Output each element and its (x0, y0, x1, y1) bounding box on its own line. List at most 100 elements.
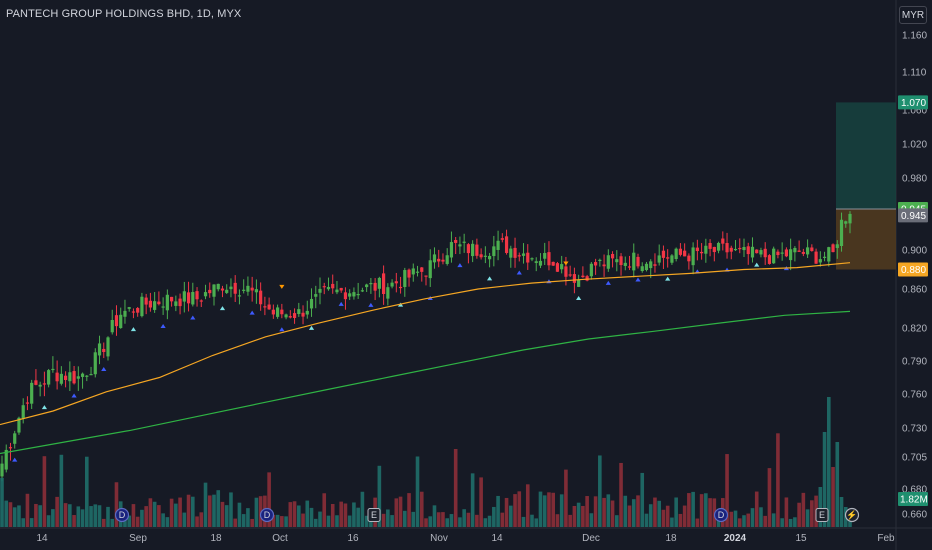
volume-bar (797, 502, 801, 527)
candle-body (678, 248, 682, 255)
candle-body (233, 282, 237, 294)
candle-body (161, 306, 165, 308)
volume-bar (432, 505, 437, 527)
volume-bar (305, 500, 310, 527)
candle-body (581, 275, 585, 278)
y-tick-label: 0.730 (902, 424, 927, 435)
candle-body (195, 291, 199, 300)
volume-bar (699, 494, 704, 527)
earnings-event-icon[interactable] (367, 508, 381, 522)
candle-body (644, 263, 649, 271)
volume-bar (598, 455, 602, 527)
volume-bar (704, 493, 708, 527)
volume-bar (258, 496, 263, 527)
volume-bar (140, 509, 144, 527)
candle-body (509, 248, 513, 258)
candle-body (335, 289, 339, 293)
candle-body (471, 243, 475, 257)
volume-bar (682, 505, 687, 527)
candle-body (479, 254, 483, 258)
volume-bar (754, 491, 759, 527)
volume-bar (356, 507, 360, 527)
volume-bar (174, 503, 178, 527)
candle-body (34, 380, 38, 385)
flash-event-icon[interactable] (844, 507, 860, 523)
candle-body (305, 310, 309, 315)
volume-bar (631, 499, 636, 527)
volume-bar (708, 498, 712, 527)
candle-body (632, 252, 636, 271)
candle-body (530, 258, 534, 260)
candle-body (208, 289, 212, 294)
currency-button[interactable]: MYR (899, 6, 927, 24)
candle-body (203, 292, 208, 297)
event-label: D (264, 510, 271, 520)
candle-body (691, 247, 695, 266)
candle-body (64, 375, 68, 380)
volume-bar (237, 502, 242, 527)
candle-body (199, 300, 203, 302)
candle-body (636, 256, 640, 267)
signal-up-marker (338, 301, 344, 306)
moving-average-slow (0, 310, 851, 455)
volume-bar (212, 494, 216, 527)
volume-bar (152, 501, 157, 527)
event-label: E (371, 510, 377, 520)
candle-body (72, 371, 76, 384)
candle-body (772, 248, 776, 264)
candle-body (521, 253, 526, 256)
candle-body (119, 314, 123, 328)
dividend-event-icon[interactable] (114, 507, 130, 523)
candle-body (538, 260, 543, 266)
candle-body (297, 309, 301, 314)
volume-bar (51, 509, 55, 527)
candle-body (165, 294, 169, 311)
volume-bar (199, 512, 204, 527)
candle-body (191, 292, 195, 305)
volume-bar (360, 491, 365, 527)
candle-body (47, 370, 51, 385)
candle-body (292, 313, 297, 318)
volume-bar (771, 513, 776, 527)
volume-bar (619, 462, 623, 527)
volume-bar (767, 468, 772, 527)
volume-bar (670, 517, 674, 527)
candle-body (157, 301, 161, 305)
candle-body (301, 312, 305, 317)
candle-body (695, 247, 699, 252)
event-label: D (119, 510, 126, 520)
volume-bar (326, 515, 331, 527)
candle-body (738, 247, 742, 250)
volume-bar (581, 505, 585, 527)
price-label-text: 1.070 (901, 98, 926, 109)
volume-bar (776, 433, 780, 527)
signal-up-marker (71, 393, 77, 398)
signal-up-marker (635, 277, 641, 282)
earnings-event-icon[interactable] (815, 508, 829, 522)
candle-body (42, 383, 46, 385)
volume-label-tag (898, 492, 928, 506)
signal-up-marker (12, 457, 18, 462)
dividend-event-icon[interactable] (713, 507, 729, 523)
candle-body (534, 261, 538, 263)
candle-body (458, 244, 462, 247)
volume-bar (29, 518, 34, 527)
candle-body (237, 295, 242, 297)
candle-body (220, 288, 225, 291)
candle-body (733, 248, 738, 251)
candle-body (394, 281, 398, 284)
x-tick-label: Dec (582, 533, 600, 544)
dividend-event-icon[interactable] (259, 507, 275, 523)
candle-body (326, 286, 331, 290)
volume-bar (462, 509, 466, 527)
y-tick-label: 0.980 (902, 174, 927, 185)
y-tick-label: 0.900 (902, 246, 927, 257)
candle-body (377, 277, 381, 289)
candle-body (606, 255, 610, 269)
candle-body (148, 300, 152, 308)
signal-up-marker (279, 327, 285, 332)
volume-bar (839, 497, 844, 527)
volume-bar (144, 506, 148, 527)
volume-bar (411, 511, 416, 527)
